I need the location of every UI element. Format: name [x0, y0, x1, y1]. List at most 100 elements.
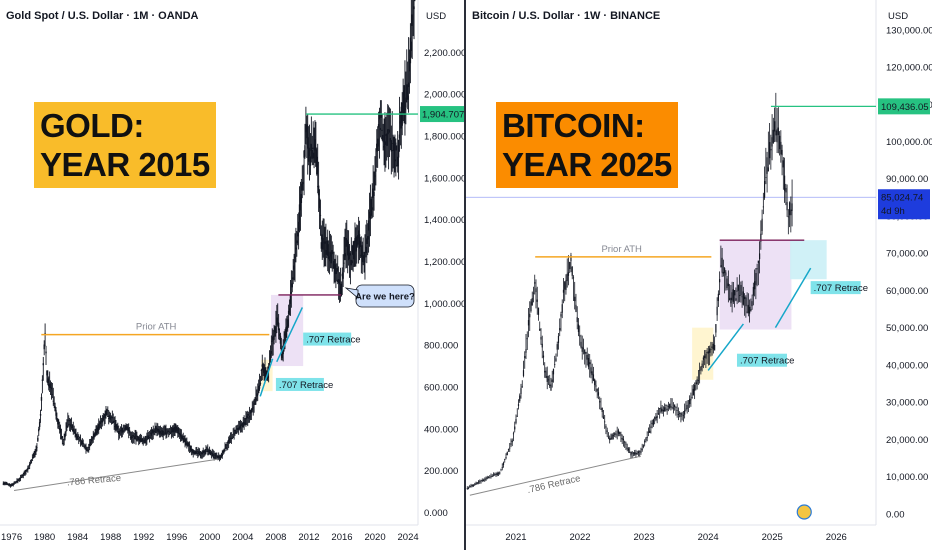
btc-candle-body	[626, 447, 628, 449]
gold-candle-body	[83, 446, 85, 448]
gold-y-tick-label: 800.000	[424, 341, 458, 352]
btc-candle-body	[787, 216, 789, 218]
btc-candle-body	[756, 268, 758, 270]
gold-candle-body	[236, 428, 238, 430]
gold-candle-body	[187, 443, 189, 446]
gold-candle-body	[298, 204, 301, 222]
btc-707-tag-lower-bg	[736, 353, 787, 367]
btc-707-retrace-line-upper	[774, 267, 812, 329]
gold-candle-body	[217, 456, 219, 459]
bitcoin-chart-panel[interactable]: USD 0.00 10,000.00 20,000.00 30,000.00 40,000…	[466, 0, 932, 550]
gold-candle-body	[366, 236, 369, 240]
btc-y-tick-label: 70,000.00	[886, 249, 928, 260]
btc-candle-body	[611, 434, 613, 439]
btc-candle-body	[497, 473, 500, 475]
btc-candle-body	[466, 488, 468, 489]
gold-candle-body	[199, 455, 202, 457]
gold-candle-body	[78, 437, 81, 438]
gold-candle-body	[376, 143, 378, 152]
btc-candle-body	[707, 351, 709, 354]
gold-candle-body	[138, 438, 141, 442]
gold-candle-body	[345, 238, 347, 247]
gold-candle-body	[26, 469, 28, 471]
gold-candle-body	[264, 367, 266, 376]
gold-candle-body	[367, 220, 370, 231]
btc-candle-body	[691, 397, 693, 399]
gold-y-tick-label: 0.000	[424, 508, 448, 519]
gold-candle-body	[258, 385, 261, 389]
gold-chart-svg[interactable]: USD 0.000 200.000 400.000 600.000 800.000 1,00…	[0, 0, 464, 550]
bitcoin-chart-svg[interactable]: USD 0.00 10,000.00 20,000.00 30,000.00 40,000…	[466, 0, 932, 550]
btc-candle-body	[740, 284, 742, 296]
gold-candle-body	[66, 425, 68, 428]
gold-candle-body	[40, 397, 43, 401]
gold-candle-body	[211, 452, 214, 455]
btc-candle-body	[562, 289, 565, 293]
btc-candle-body	[674, 404, 676, 408]
btc-candle-body	[732, 289, 734, 302]
btc-y-tick-label: 100,000.00	[886, 137, 932, 148]
btc-candle-body	[536, 299, 538, 302]
btc-candle-body	[788, 202, 791, 216]
gold-candle-body	[180, 435, 183, 439]
gold-price-axis-bg	[418, 0, 464, 550]
btc-y-tick-label: 50,000.00	[886, 323, 928, 334]
gold-candle-body	[151, 430, 154, 432]
gold-candle-body	[359, 240, 362, 247]
btc-candle-body	[667, 406, 670, 408]
btc-candle-body	[737, 284, 739, 291]
btc-candle-body	[654, 417, 656, 419]
gold-candle-body	[147, 435, 149, 440]
btc-candle-body	[617, 430, 620, 434]
gold-candle-body	[85, 448, 87, 450]
btc-candle-body	[762, 206, 764, 208]
panel-divider[interactable]	[464, 0, 466, 550]
gold-candle-body	[21, 475, 24, 476]
gold-candle-body	[368, 211, 371, 219]
gold-candle-body	[226, 444, 228, 446]
gold-candle-body	[163, 434, 165, 436]
gold-candle-body	[303, 150, 305, 158]
gold-candle-body	[193, 451, 195, 454]
btc-candle-body	[605, 426, 607, 428]
btc-current-price-tag	[878, 189, 930, 220]
btc-candle-body	[637, 451, 640, 454]
btc-y-tick-label: 60,000.00	[886, 286, 928, 297]
btc-candle-body	[616, 434, 618, 436]
gold-candle-body	[353, 241, 355, 260]
btc-candle-body	[540, 337, 542, 340]
btc-candle-body	[734, 290, 736, 296]
gold-candle-body	[106, 409, 108, 411]
btc-candle-body	[696, 379, 698, 385]
gold-candle-body	[97, 426, 99, 431]
gold-candle-body	[165, 433, 167, 435]
gold-candle-body	[237, 428, 239, 430]
btc-candle-body	[550, 384, 552, 391]
gold-candle-body	[181, 436, 184, 440]
btc-candle-body	[771, 137, 773, 147]
gold-candle-body	[69, 424, 72, 427]
gold-candle-body	[286, 326, 288, 330]
gold-candle-body	[300, 193, 303, 203]
gold-candle-body	[76, 435, 78, 439]
btc-candle-body	[559, 328, 561, 331]
gold-candle-body	[203, 451, 205, 454]
gold-candle-body	[344, 253, 346, 257]
gold-candle-body	[362, 257, 364, 263]
gold-candle-body	[224, 449, 226, 451]
gold-candle-body	[276, 317, 278, 325]
gold-candle-body	[348, 252, 351, 259]
btc-candle-body	[660, 407, 662, 413]
gold-chart-panel[interactable]: USD 0.000 200.000 400.000 600.000 800.000 1,00…	[0, 0, 464, 550]
btc-candle-body	[481, 479, 483, 481]
gold-candle-body	[118, 430, 120, 435]
gold-candle-body	[254, 403, 256, 405]
gold-candle-body	[381, 129, 383, 131]
btc-candle-body	[780, 141, 782, 155]
gold-candle-body	[291, 283, 293, 288]
btc-candle-body	[731, 292, 733, 301]
btc-candle-body	[506, 452, 508, 456]
gold-candle-body	[252, 407, 254, 409]
gold-candle-body	[145, 439, 147, 441]
gold-ath-price-text: 1,904.707	[422, 110, 464, 121]
